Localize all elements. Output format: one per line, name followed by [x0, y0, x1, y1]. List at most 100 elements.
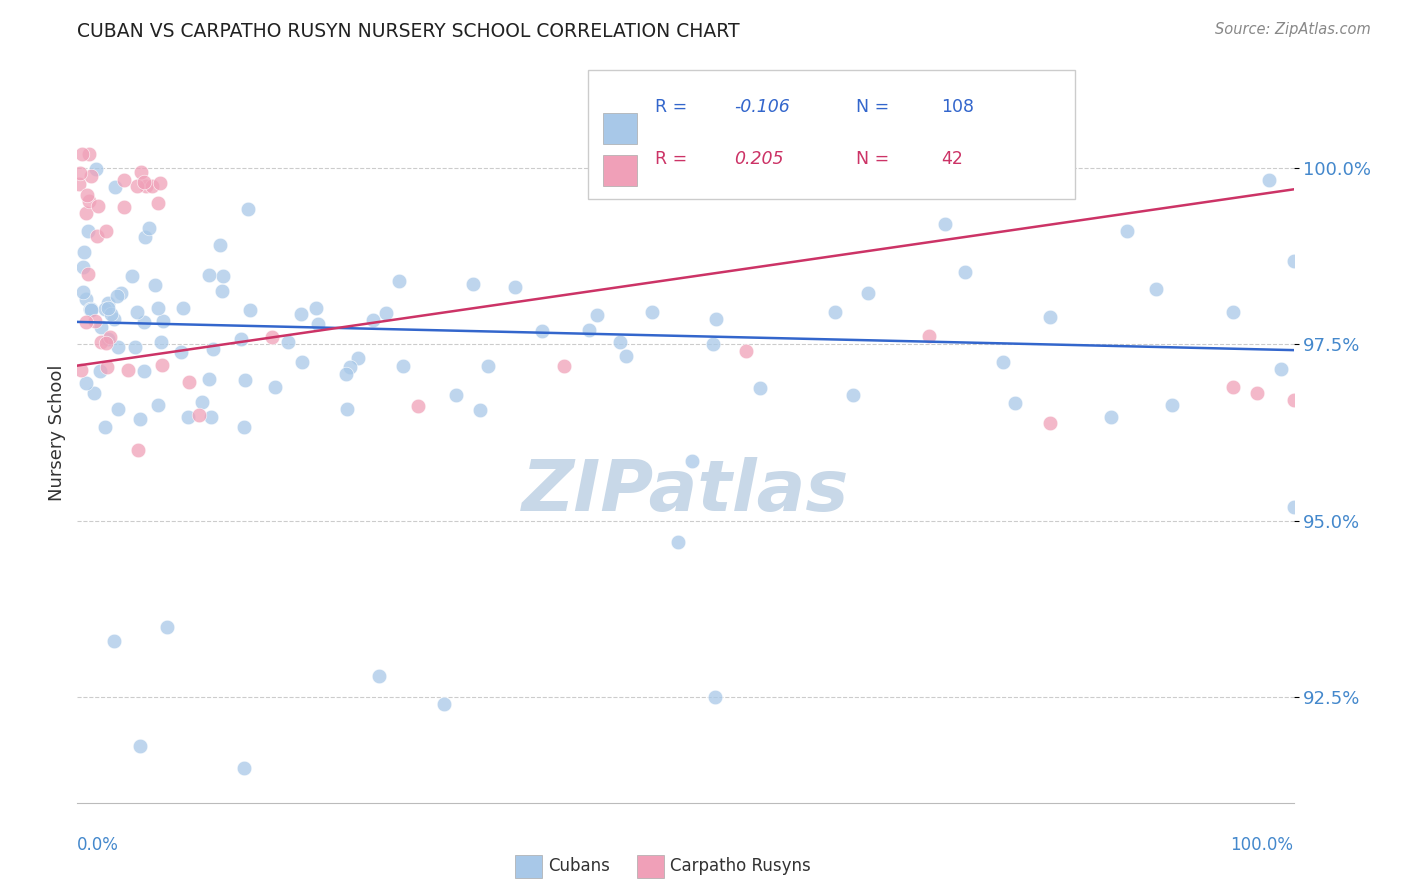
Point — [336, 402, 359, 417]
Point — [461, 277, 484, 291]
Point — [1246, 385, 1268, 400]
Point — [616, 350, 638, 364]
Point — [236, 202, 259, 216]
Point — [80, 301, 103, 316]
Text: 108: 108 — [941, 98, 974, 116]
Point — [1144, 282, 1167, 296]
Point — [152, 314, 174, 328]
Point — [156, 619, 179, 633]
Point — [468, 402, 491, 417]
Point — [347, 351, 370, 365]
Point — [107, 340, 129, 354]
Point — [388, 274, 411, 288]
Point — [1282, 500, 1305, 514]
Point — [531, 324, 554, 338]
Text: 0.205: 0.205 — [734, 150, 783, 168]
Point — [117, 363, 139, 377]
Point — [666, 535, 689, 549]
Text: Source: ZipAtlas.com: Source: ZipAtlas.com — [1215, 22, 1371, 37]
Point — [103, 312, 125, 326]
Point — [90, 335, 112, 350]
Text: Cubans: Cubans — [548, 857, 610, 875]
Point — [291, 355, 314, 369]
Point — [307, 318, 329, 332]
Point — [374, 306, 396, 320]
Point — [97, 295, 120, 310]
Point — [104, 179, 127, 194]
Bar — [603, 112, 637, 144]
Point — [100, 308, 122, 322]
Point — [198, 372, 221, 386]
Point — [141, 178, 163, 193]
Point — [586, 308, 609, 322]
Point — [444, 388, 467, 402]
Point — [103, 633, 125, 648]
Point — [290, 307, 312, 321]
Point — [211, 284, 233, 298]
Point — [232, 760, 254, 774]
Point — [188, 408, 211, 422]
Point — [335, 367, 357, 381]
Point — [72, 285, 94, 299]
Text: 42: 42 — [941, 150, 963, 168]
Point — [75, 376, 97, 391]
Point — [229, 332, 252, 346]
Point — [90, 320, 112, 334]
Point — [110, 286, 132, 301]
Point — [578, 323, 600, 337]
Point — [1039, 310, 1062, 324]
Point — [264, 380, 287, 394]
Point — [640, 305, 662, 319]
Point — [77, 147, 100, 161]
Point — [135, 178, 157, 193]
Y-axis label: Nursery School: Nursery School — [48, 364, 66, 501]
Point — [96, 335, 118, 350]
Point — [1258, 173, 1281, 187]
Point — [392, 359, 415, 373]
Text: Carpatho Rusyns: Carpatho Rusyns — [669, 857, 810, 875]
Point — [107, 402, 129, 417]
Point — [83, 385, 105, 400]
Point — [191, 394, 214, 409]
Point — [67, 178, 90, 192]
Point — [172, 301, 194, 315]
Point — [918, 329, 941, 343]
Bar — [603, 155, 637, 186]
Point — [953, 265, 976, 279]
Point — [1222, 305, 1244, 319]
Point — [367, 669, 389, 683]
Point — [232, 420, 254, 434]
Point — [124, 339, 146, 353]
Point — [706, 311, 728, 326]
Point — [132, 315, 155, 329]
Point — [138, 221, 160, 235]
Point — [177, 410, 200, 425]
Point — [77, 224, 100, 238]
Text: -0.106: -0.106 — [734, 98, 790, 116]
Point — [86, 228, 108, 243]
Point — [477, 359, 499, 374]
Point — [1282, 393, 1305, 408]
Point — [233, 373, 256, 387]
Text: R =: R = — [655, 150, 693, 168]
Point — [75, 206, 97, 220]
Point — [112, 173, 135, 187]
Point — [202, 342, 225, 356]
Point — [89, 363, 111, 377]
Point — [149, 176, 172, 190]
Point — [702, 337, 724, 351]
Point — [75, 315, 97, 329]
Point — [143, 277, 166, 292]
Point — [1282, 253, 1305, 268]
Text: R =: R = — [655, 98, 693, 116]
Point — [749, 381, 772, 395]
Point — [73, 245, 96, 260]
Point — [406, 399, 429, 413]
Point — [991, 355, 1014, 369]
Point — [209, 238, 232, 252]
Point — [134, 175, 156, 189]
Point — [200, 409, 222, 424]
Point — [152, 358, 174, 372]
Text: 0.0%: 0.0% — [77, 836, 120, 855]
Point — [84, 161, 107, 176]
